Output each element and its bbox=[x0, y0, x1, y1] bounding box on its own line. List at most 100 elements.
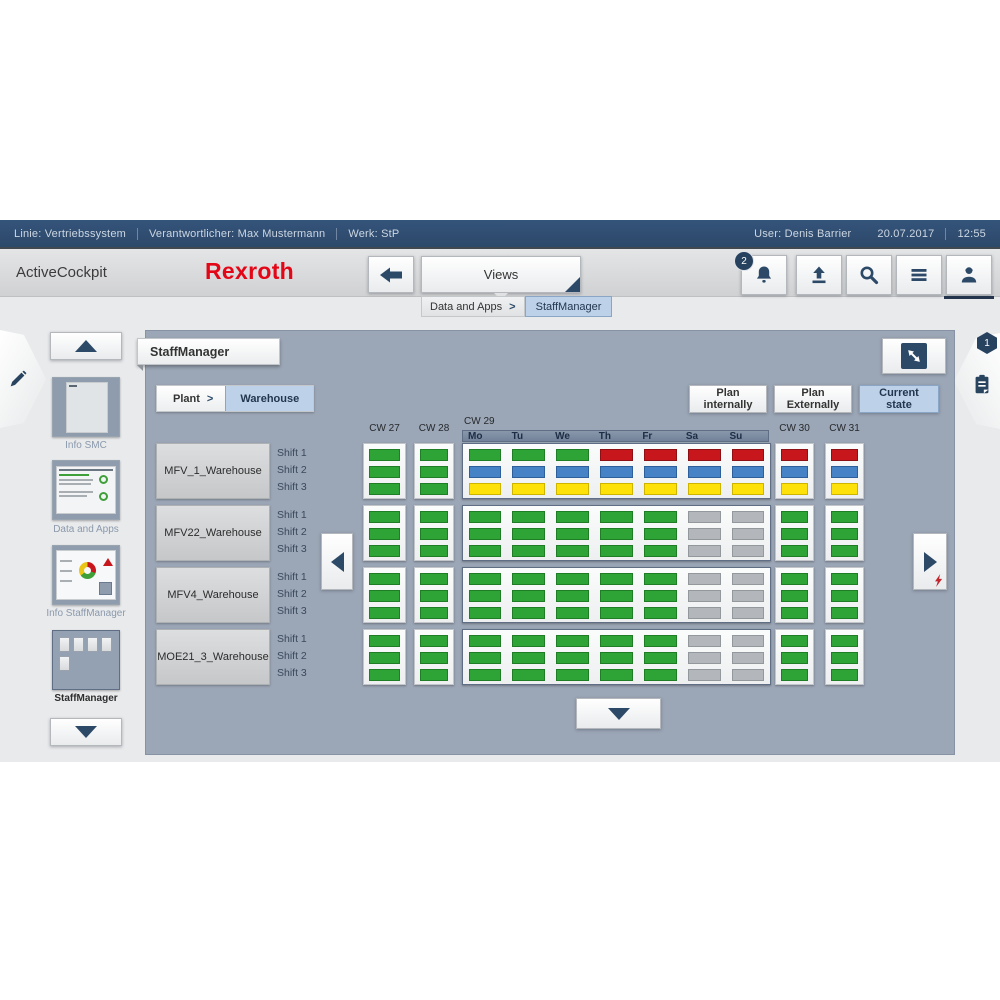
shift-status-bar-green bbox=[512, 635, 546, 647]
plant-button[interactable]: Plant > bbox=[157, 386, 226, 411]
shift-status-bar-green bbox=[781, 545, 808, 557]
panel-title-tab[interactable]: StaffManager bbox=[137, 338, 280, 365]
shift-status-bar-green bbox=[643, 511, 677, 523]
shift-cell-card[interactable] bbox=[462, 567, 771, 623]
breadcrumb-data-and-apps[interactable]: Data and Apps > bbox=[421, 296, 525, 317]
shift-cell-card[interactable] bbox=[363, 443, 406, 499]
shift-status-bar-green bbox=[369, 466, 400, 478]
shift-status-bar-gray bbox=[687, 635, 721, 647]
current-state-button[interactable]: Current state bbox=[859, 385, 939, 413]
shift-status-bar-green bbox=[556, 669, 590, 681]
thumbnail-detail bbox=[103, 558, 113, 566]
warehouse-row-label[interactable]: MFV4_Warehouse bbox=[156, 567, 270, 623]
active-user-indicator bbox=[944, 296, 994, 299]
shift-planning-board: CW 27 CW 28 CW 29 Mo Tu We Th Fr Sa Su CW 30 CW 31 M… bbox=[146, 331, 954, 754]
shift-status-bar-green bbox=[643, 528, 677, 540]
shift-status-bar-green bbox=[468, 669, 502, 681]
shift-cell-card[interactable] bbox=[363, 629, 406, 685]
sidebar-scroll-up-button[interactable] bbox=[50, 332, 122, 360]
shift-cell-card[interactable] bbox=[363, 505, 406, 561]
thumbnail-detail bbox=[59, 491, 93, 493]
shift-status-bar-blue bbox=[512, 466, 546, 478]
shift-cell-card[interactable] bbox=[775, 443, 814, 499]
shift-cell-card[interactable] bbox=[363, 567, 406, 623]
warehouse-button[interactable]: Warehouse bbox=[225, 386, 314, 411]
shift-cell-card[interactable] bbox=[414, 505, 454, 561]
week-label[interactable]: CW 27 bbox=[369, 423, 400, 434]
shift-status-bar-yellow bbox=[512, 483, 546, 495]
scroll-weeks-left-button[interactable] bbox=[321, 533, 353, 590]
week-label[interactable]: CW 28 bbox=[418, 423, 450, 434]
shift-status-bar-green bbox=[556, 511, 590, 523]
shift-status-bar-green bbox=[781, 607, 808, 619]
plan-externally-button[interactable]: Plan Externally bbox=[774, 385, 852, 413]
scroll-rows-down-button[interactable] bbox=[576, 698, 661, 729]
breadcrumb-staffmanager[interactable]: StaffManager bbox=[524, 296, 613, 317]
sidebar-item-label[interactable]: Data and Apps bbox=[53, 524, 119, 535]
warehouse-row-label[interactable]: MFV22_Warehouse bbox=[156, 505, 270, 561]
chevron-right-icon bbox=[923, 551, 937, 572]
shift-status-bar-gray bbox=[731, 652, 765, 664]
shift-status-bar-green bbox=[600, 635, 633, 647]
shift-cell-card[interactable] bbox=[462, 443, 771, 499]
shift-status-bar-green bbox=[600, 652, 633, 664]
shift-cell-card[interactable] bbox=[825, 567, 864, 623]
shift-cell-card[interactable] bbox=[414, 567, 454, 623]
shift-status-bar-gray bbox=[731, 607, 765, 619]
shift-status-bar-gray bbox=[687, 545, 721, 557]
sidebar-item-info-smc[interactable] bbox=[52, 377, 120, 437]
shift-cell-card[interactable] bbox=[775, 567, 814, 623]
shift-cell-card[interactable] bbox=[462, 505, 771, 561]
week-label[interactable]: CW 29 bbox=[464, 416, 495, 427]
shift-status-bar-green bbox=[831, 669, 858, 681]
notification-badge: 2 bbox=[734, 251, 754, 271]
plan-internally-button[interactable]: Plan internally bbox=[689, 385, 767, 413]
staffmanager-panel: StaffManager Plant > Warehouse Plan inte… bbox=[137, 330, 955, 755]
user-button[interactable] bbox=[946, 255, 992, 295]
shift-cell-card[interactable] bbox=[825, 443, 864, 499]
shift-label: Shift 3 bbox=[277, 605, 307, 617]
shift-status-bar-green bbox=[369, 669, 400, 681]
sidebar-item-staffmanager[interactable] bbox=[52, 630, 120, 690]
menu-button[interactable] bbox=[896, 255, 942, 295]
shift-cell-card[interactable] bbox=[825, 629, 864, 685]
sidebar-item-label[interactable]: Info StaffManager bbox=[46, 608, 126, 619]
scroll-weeks-right-button[interactable] bbox=[913, 533, 947, 590]
week-label[interactable]: CW 31 bbox=[829, 423, 860, 434]
sidebar-item-data-and-apps[interactable] bbox=[52, 460, 120, 520]
shift-label: Shift 2 bbox=[277, 526, 307, 538]
warehouse-row-label[interactable]: MFV_1_Warehouse bbox=[156, 443, 270, 499]
shift-cell-card[interactable] bbox=[414, 629, 454, 685]
back-button[interactable] bbox=[368, 256, 414, 293]
shift-status-bar-green bbox=[600, 528, 633, 540]
thumbnail-detail bbox=[59, 469, 113, 471]
breadcrumb-parent-label: Data and Apps bbox=[430, 300, 503, 313]
shift-cell-card[interactable] bbox=[462, 629, 771, 685]
thumbnail-detail bbox=[59, 495, 87, 497]
shift-status-bar-green bbox=[556, 590, 590, 602]
search-button[interactable] bbox=[846, 255, 892, 295]
edit-flyout-tab[interactable] bbox=[0, 330, 46, 428]
shift-cell-card[interactable] bbox=[775, 629, 814, 685]
shift-cell-card[interactable] bbox=[414, 443, 454, 499]
status-separator bbox=[336, 227, 338, 240]
fullscreen-button[interactable] bbox=[882, 338, 946, 374]
week-label[interactable]: CW 30 bbox=[779, 423, 810, 434]
shift-status-bar-green bbox=[643, 590, 677, 602]
shift-status-bar-yellow bbox=[731, 483, 765, 495]
chevron-right-icon: > bbox=[206, 392, 214, 405]
sidebar-item-info-staffmanager[interactable] bbox=[52, 545, 120, 605]
shift-status-bar-green bbox=[468, 635, 502, 647]
shift-cell-card[interactable] bbox=[825, 505, 864, 561]
shift-cell-card[interactable] bbox=[775, 505, 814, 561]
shift-status-bar-red bbox=[781, 449, 808, 461]
views-dropdown-button[interactable]: Views bbox=[421, 256, 581, 293]
sidebar-item-label[interactable]: Info SMC bbox=[65, 440, 107, 451]
notifications-button[interactable] bbox=[741, 255, 787, 295]
shift-status-bar-green bbox=[781, 669, 808, 681]
sidebar-item-label[interactable]: StaffManager bbox=[54, 693, 118, 704]
sidebar-scroll-down-button[interactable] bbox=[50, 718, 122, 746]
warehouse-row-label[interactable]: MOE21_3_Warehouse bbox=[156, 629, 270, 685]
upload-button[interactable] bbox=[796, 255, 842, 295]
